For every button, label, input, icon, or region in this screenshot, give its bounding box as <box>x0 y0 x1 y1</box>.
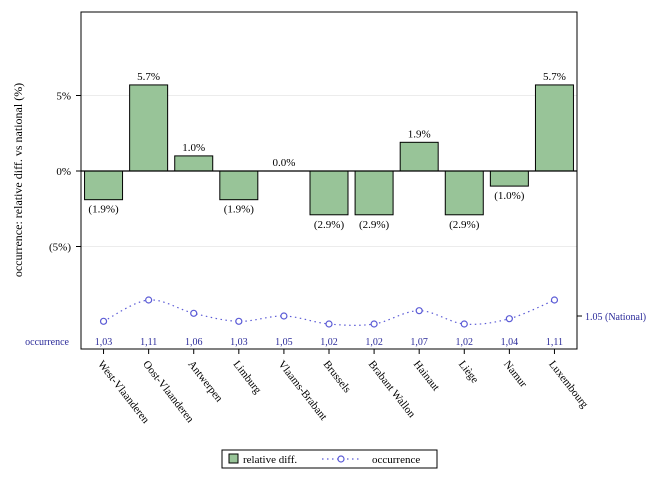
bar-data-label: 5.7% <box>137 71 160 83</box>
occurrence-point <box>550 296 559 304</box>
y-tick-label: 0% <box>56 166 71 178</box>
occurrence-value-label: 1,03 <box>95 337 113 348</box>
bar <box>489 170 529 187</box>
occurrence-point <box>415 307 423 315</box>
occurrence-line <box>99 296 559 328</box>
occurrence-value-label: 1,05 <box>275 337 293 348</box>
bar-data-label: (2.9%) <box>359 219 390 231</box>
x-tick-label: Luxembourg <box>546 358 591 410</box>
occurrence-point <box>325 320 333 328</box>
y-tick-label: (5%) <box>49 242 71 254</box>
legend-box <box>221 449 438 469</box>
bar-data-label: (2.9%) <box>314 219 345 231</box>
bar <box>84 170 124 201</box>
bar <box>534 84 574 172</box>
bar-data-label: (1.9%) <box>224 204 255 216</box>
bar <box>129 84 169 172</box>
bar-data-label: (2.9%) <box>449 219 480 231</box>
x-tick-label: Brabant Wallon <box>366 358 418 420</box>
bar-data-label: (1.0%) <box>494 190 525 202</box>
national-label: 1.05 (National) <box>585 312 646 323</box>
x-tick-label: Namur <box>501 358 529 390</box>
legend-label: relative diff. <box>243 454 297 466</box>
bar-labels: (1.9%) 5.7% 1.0% (1.9%) 0.0% (2.9%) (2.9%) 1.9%… <box>88 71 565 231</box>
occurrence-point <box>235 317 243 325</box>
occurrence-value-label: 1,02 <box>320 337 338 348</box>
legend-marker <box>337 455 345 463</box>
bar-data-label: 5.7% <box>543 71 566 83</box>
occurrence-row-label: occurrence <box>25 337 69 348</box>
occurrence-value-label: 1,03 <box>230 337 248 348</box>
occurrence-value-label: 1,04 <box>501 337 519 348</box>
x-tick-label: Antwerpen <box>185 358 225 404</box>
bar-data-label: (1.9%) <box>88 204 119 216</box>
bar <box>354 170 394 216</box>
occurrence-point <box>460 320 468 328</box>
legend: relative diff. occurrence <box>221 449 438 469</box>
occurrence-value-label: 1,11 <box>546 337 563 348</box>
occurrence-point <box>280 312 288 320</box>
x-tick-label: Vlaams-Brabant <box>276 358 330 422</box>
bar <box>174 155 214 172</box>
bar-data-label: 0.0% <box>272 157 295 169</box>
occurrence-value-label: 1,02 <box>456 337 474 348</box>
x-tick-label: Liège <box>456 358 481 385</box>
x-tick-label: Limburg <box>230 358 263 396</box>
bar <box>309 170 349 216</box>
occurrence-point <box>145 296 153 304</box>
x-tick-label: Brussels <box>321 358 353 395</box>
occurrence-point <box>190 309 198 317</box>
bar <box>219 170 259 201</box>
x-tick-label: Hainaut <box>411 358 442 393</box>
occurrence-value-label: 1,07 <box>410 337 428 348</box>
bars <box>84 84 574 216</box>
bar-data-label: 1.0% <box>182 142 205 154</box>
y-axis-label: occurrence: relative diff. vs national (… <box>11 83 25 277</box>
legend-bar-swatch <box>228 453 239 464</box>
occurrence-value-label: 1,11 <box>140 337 157 348</box>
bar <box>444 170 484 216</box>
legend-label: occurrence <box>372 454 420 466</box>
bar-data-label: 1.9% <box>408 128 431 140</box>
y-tick-label: 5% <box>56 91 71 103</box>
occurrence-point <box>370 320 378 328</box>
occurrence-values: 1,03 1,11 1,06 1,03 1,05 1,02 1,02 1,07 1,02 1,04… <box>95 337 563 348</box>
occurrence-point <box>99 317 108 325</box>
occurrence-value-label: 1,02 <box>365 337 383 348</box>
y-axis-ticks: 5% 0% (5%) <box>49 91 81 254</box>
national-marker: 1.05 (National) <box>577 312 646 323</box>
bar <box>399 141 439 172</box>
occurrence-value-label: 1,06 <box>185 337 203 348</box>
occurrence-point <box>505 315 513 323</box>
